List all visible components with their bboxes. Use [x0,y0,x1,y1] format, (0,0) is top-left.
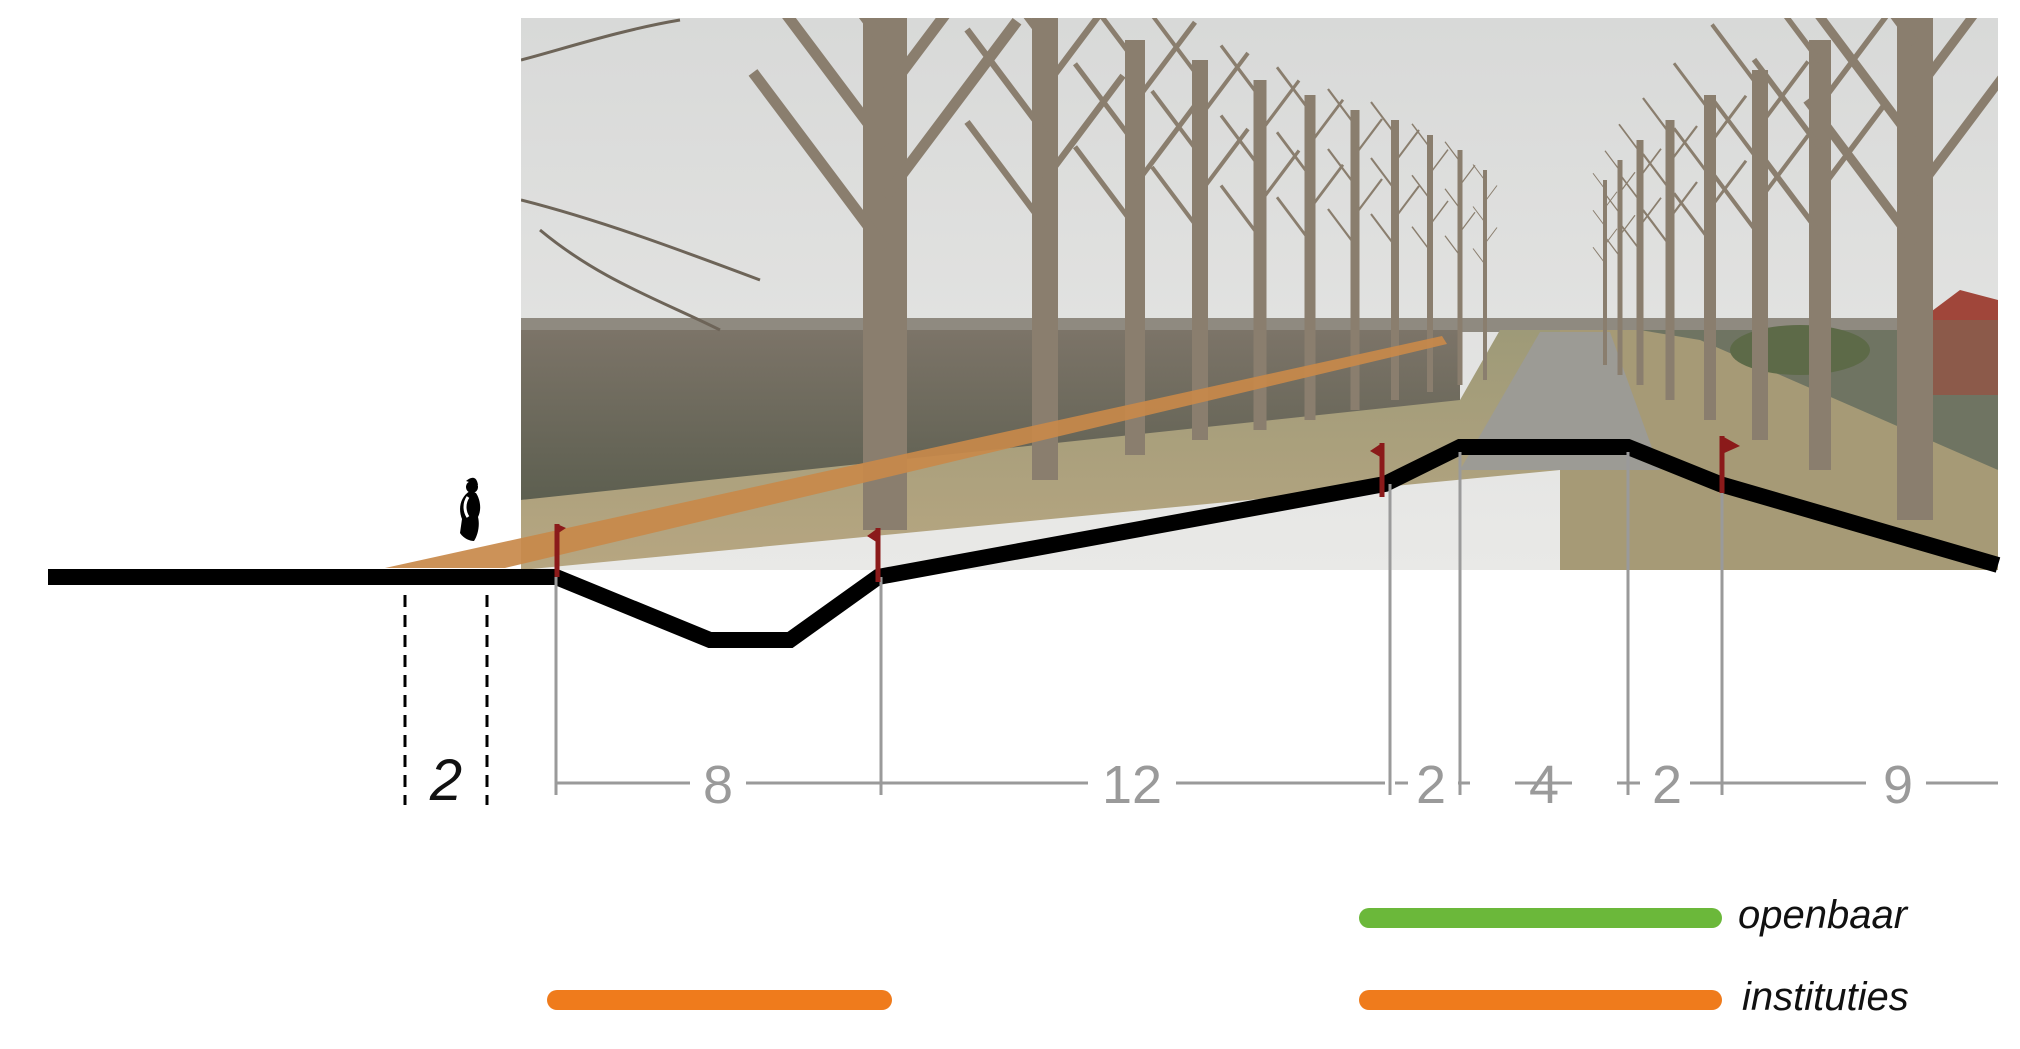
tree [1411,123,1449,392]
flags [554,436,1740,582]
house [1925,320,1998,395]
legend-label-instituties: instituties [1742,975,1909,1019]
segment-label: 2 [1416,755,1446,815]
tree [1073,18,1197,455]
branches [521,18,761,332]
tree [1327,88,1383,410]
tree [748,18,1022,530]
foreground-dimension [403,595,489,805]
segment-label: 12 [1102,755,1162,815]
segment-label: 9 [1883,755,1913,815]
flag-icon [1370,443,1385,497]
bushes [1730,325,1870,375]
house-roof [1920,290,1998,320]
legend: openbaar instituties [547,893,1909,1019]
sightline [385,336,1447,568]
tree [1672,62,1748,420]
tree-row-right [1592,18,1998,520]
segment-label: 4 [1529,755,1559,815]
tree [1275,66,1345,420]
legend-label-openbaar: openbaar [1738,893,1909,937]
dimension-ticks [554,452,1724,795]
ground-profile [48,439,2001,648]
tree [1604,150,1636,375]
flag-icon [554,524,566,577]
tree [1710,23,1810,440]
flag-icon [867,528,881,582]
tree [1219,44,1301,430]
landscape-photo [521,18,1998,570]
tree [1472,164,1498,380]
foreground-width-label: 2 [429,748,462,813]
tree [1803,18,1998,520]
tree [1642,97,1698,400]
tree [1370,101,1420,400]
tree [964,18,1126,480]
segment-label: 2 [1652,755,1682,815]
flag-icon [1719,436,1740,493]
road [1460,332,1660,470]
segment-label: 8 [703,755,733,815]
person-icon [460,477,481,541]
tree [1444,141,1476,385]
tree-row-left [521,18,1498,530]
tree [1592,172,1618,365]
